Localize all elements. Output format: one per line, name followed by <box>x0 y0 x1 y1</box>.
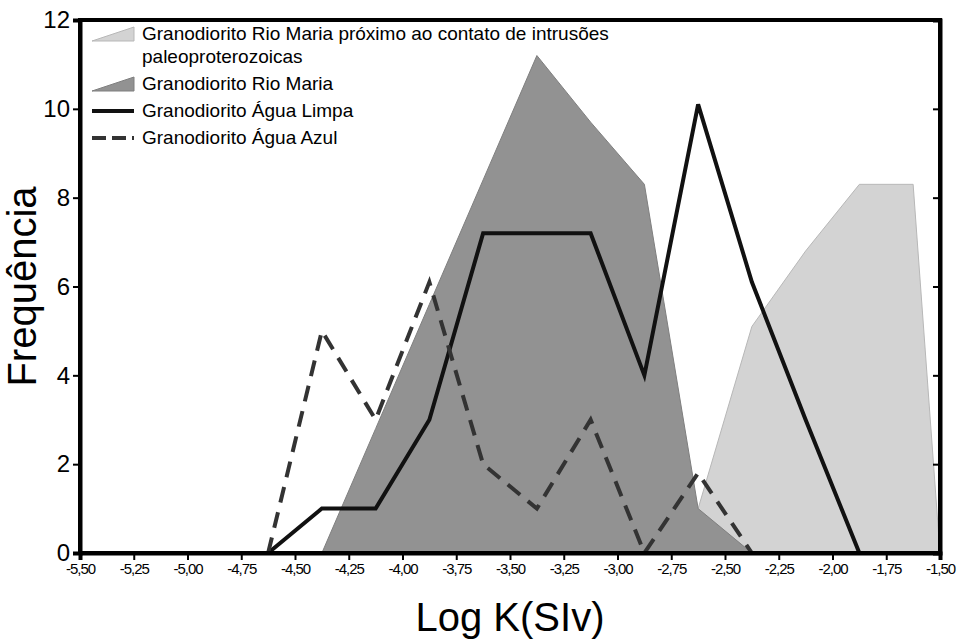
chart: -5,50 -5,25 -5,00 -4,75 -4,50 -4,25 -4,00 -3,75… <box>0 0 969 639</box>
y-tick: 10 <box>43 95 80 122</box>
y-tick-mark <box>73 108 80 110</box>
legend-label: Granodiorito Água Limpa <box>142 100 354 121</box>
x-tick: -4,00 <box>388 553 418 577</box>
y-tick: 4 <box>57 362 80 389</box>
x-tick-label: -3,75 <box>442 560 472 577</box>
y-tick-right <box>933 464 940 465</box>
y-tick-mark <box>73 197 80 199</box>
y-axis-line <box>73 21 81 554</box>
y-tick-right <box>933 375 940 376</box>
y-tick-label: 12 <box>43 6 70 33</box>
y-axis-right-line <box>933 21 941 554</box>
x-axis: -5,50 -5,25 -5,00 -4,75 -4,50 -4,25 -4,00 -3,75… <box>66 553 956 577</box>
x-tick-label: -1,75 <box>872 560 902 577</box>
x-tick: -3,75 <box>442 553 472 577</box>
legend-label: Granodiorito Água Azul <box>142 127 337 148</box>
x-tick-label: -2,75 <box>657 560 687 577</box>
marks <box>268 56 940 553</box>
legend-label: Granodiorito Rio Maria <box>142 73 334 94</box>
y-tick-mark <box>73 375 80 377</box>
legend-icon <box>92 109 134 113</box>
x-tick: -1,50 <box>926 553 956 577</box>
area-series <box>322 56 752 553</box>
y-tick-mark <box>73 286 80 288</box>
x-tick-label: -2,50 <box>711 560 741 577</box>
x-tick-label: -4,00 <box>388 560 418 577</box>
legend-icon <box>92 27 134 41</box>
x-tick-label: -5,25 <box>120 560 150 577</box>
legend: Granodiorito Rio Maria próximo ao contat… <box>92 23 614 148</box>
y-axis: 0 2 4 6 8 10 12 <box>43 6 80 566</box>
y-tick-label: 4 <box>57 362 70 389</box>
x-tick: -2,75 <box>657 553 687 577</box>
y-tick-right <box>933 20 940 21</box>
y-tick: 2 <box>57 450 80 477</box>
y-tick-mark <box>73 20 80 22</box>
y-tick-mark-right <box>933 553 940 555</box>
x-tick-label: -1,50 <box>926 560 956 577</box>
y-tick-label: 10 <box>43 95 70 122</box>
x-tick-label: -4,25 <box>335 560 365 577</box>
y-tick-right <box>933 198 940 199</box>
x-tick: -4,25 <box>335 553 365 577</box>
y-tick-label: 0 <box>57 539 70 566</box>
y-tick-mark <box>73 464 80 466</box>
y-tick-mark-right <box>933 20 940 22</box>
y-tick-label: 8 <box>57 184 70 211</box>
legend-label: Granodiorito Rio Maria próximo ao contat… <box>142 23 614 67</box>
x-tick-label: -2,25 <box>765 560 795 577</box>
legend-icon <box>92 77 134 91</box>
y-tick: 8 <box>57 184 80 211</box>
x-tick: -3,00 <box>603 553 633 577</box>
x-tick-label: -5,50 <box>66 560 96 577</box>
y-tick-right <box>933 553 940 554</box>
y-tick: 12 <box>43 6 80 33</box>
y-axis-right <box>933 21 941 554</box>
x-tick: -5,00 <box>173 553 203 577</box>
x-tick-label: -5,00 <box>173 560 203 577</box>
y-tick-label: 2 <box>57 450 70 477</box>
y-tick: 6 <box>57 273 80 300</box>
x-tick-label: -3,50 <box>496 560 526 577</box>
y-tick-mark-right <box>933 375 940 377</box>
y-tick-mark <box>73 553 80 555</box>
y-tick-right <box>933 287 940 288</box>
x-tick-label: -3,25 <box>550 560 580 577</box>
x-tick: -3,50 <box>496 553 526 577</box>
x-tick: -1,75 <box>872 553 902 577</box>
y-tick-right <box>933 109 940 110</box>
y-tick-mark-right <box>933 197 940 199</box>
legend-icon <box>92 136 134 140</box>
x-tick-label: -4,75 <box>227 560 257 577</box>
x-tick: -2,50 <box>711 553 741 577</box>
x-tick: -3,25 <box>550 553 580 577</box>
x-tick: -2,00 <box>818 553 848 577</box>
x-tick-label: -4,50 <box>281 560 311 577</box>
y-tick-mark-right <box>933 286 940 288</box>
x-tick: -5,25 <box>120 553 150 577</box>
x-tick-label: -3,00 <box>603 560 633 577</box>
line-series <box>268 104 859 553</box>
x-tick-label: -2,00 <box>818 560 848 577</box>
y-tick-mark-right <box>933 108 940 110</box>
line-series <box>268 282 752 553</box>
y-axis-title: Frequência <box>0 186 44 387</box>
x-tick: -4,50 <box>281 553 311 577</box>
y-tick-label: 6 <box>57 273 70 300</box>
x-tick: -2,25 <box>765 553 795 577</box>
y-tick-mark-right <box>933 464 940 466</box>
y-tick: 0 <box>57 539 80 566</box>
x-tick: -4,75 <box>227 553 257 577</box>
x-tick: -5,50 <box>66 553 96 577</box>
plot-frame <box>80 20 940 553</box>
x-axis-title: Log K(SIv) <box>416 595 605 639</box>
